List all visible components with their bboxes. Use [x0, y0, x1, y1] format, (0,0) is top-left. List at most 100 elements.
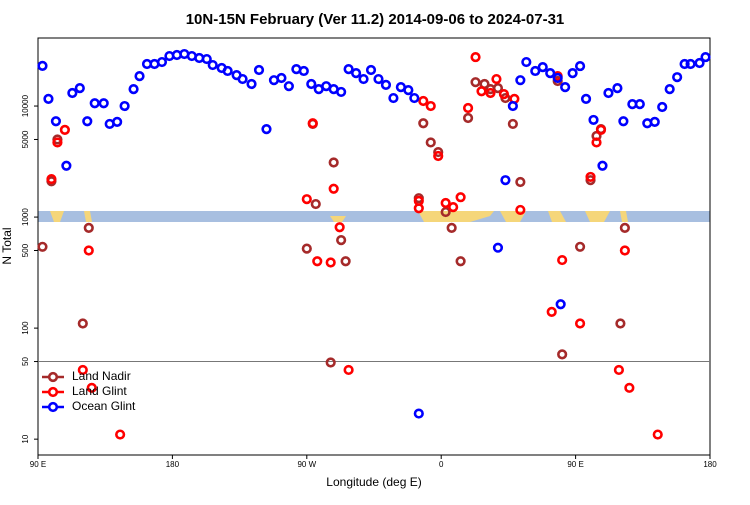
point	[679, 58, 690, 70]
point	[77, 318, 88, 329]
point	[261, 123, 272, 135]
point	[492, 242, 504, 253]
point	[433, 150, 444, 162]
point	[253, 64, 265, 76]
point	[301, 243, 312, 254]
point	[530, 65, 541, 77]
chart-title: 10N-15N February (Ver 11.2) 2014-09-06 t…	[186, 11, 565, 28]
point	[455, 192, 466, 203]
point	[672, 72, 683, 83]
series	[37, 48, 711, 419]
point	[306, 78, 317, 90]
point	[448, 201, 459, 213]
point	[485, 87, 496, 99]
x-tick-label: 90 E	[30, 460, 46, 469]
point	[585, 171, 596, 183]
series	[46, 51, 663, 440]
point	[574, 318, 586, 329]
point	[649, 116, 660, 127]
point	[492, 83, 504, 94]
point	[246, 78, 257, 90]
point	[74, 83, 85, 94]
land	[50, 211, 628, 222]
point	[59, 124, 70, 135]
x-tick-label: 0	[439, 460, 444, 469]
point	[574, 241, 586, 252]
y-tick-label: 100	[21, 321, 30, 335]
point	[521, 56, 532, 68]
point	[619, 245, 630, 256]
point	[98, 98, 109, 109]
point	[89, 98, 100, 109]
point	[446, 222, 457, 233]
point	[409, 92, 420, 104]
legend-label: Land Glint	[72, 384, 127, 398]
point	[365, 64, 377, 76]
point	[418, 95, 429, 107]
legend-marker	[47, 386, 59, 398]
x-axis-label: Longitude (deg E)	[326, 475, 421, 489]
point	[462, 112, 474, 124]
point	[358, 73, 369, 85]
point	[425, 137, 436, 148]
legend-label: Ocean Glint	[72, 399, 136, 413]
point	[336, 86, 347, 98]
point	[328, 157, 339, 168]
point	[613, 364, 625, 376]
point	[515, 176, 526, 188]
point	[283, 81, 294, 92]
y-tick-label: 50	[21, 357, 30, 366]
point	[591, 137, 602, 148]
point	[440, 206, 451, 218]
point	[336, 235, 347, 246]
point	[515, 204, 526, 216]
point	[37, 241, 48, 252]
point	[328, 183, 339, 194]
point	[237, 73, 248, 85]
point	[343, 64, 354, 75]
y-axis-label: N Total	[0, 227, 14, 264]
point	[307, 118, 318, 129]
point	[597, 160, 608, 171]
point	[618, 116, 629, 127]
point	[67, 87, 78, 99]
point	[440, 197, 451, 209]
point	[301, 194, 312, 205]
point	[552, 72, 563, 84]
point	[470, 51, 481, 63]
point	[83, 245, 94, 256]
point	[388, 92, 399, 104]
point	[507, 100, 518, 112]
point	[425, 100, 436, 112]
point	[595, 124, 607, 135]
point	[413, 195, 424, 206]
point	[334, 222, 345, 233]
point	[515, 75, 526, 86]
point	[574, 60, 586, 72]
legend-marker	[47, 401, 59, 413]
x-tick-label: 180	[166, 460, 180, 469]
point	[652, 429, 663, 440]
point	[588, 114, 599, 126]
point	[555, 299, 566, 310]
point	[350, 68, 362, 79]
y-tick-label: 500	[21, 243, 30, 257]
point	[201, 53, 212, 65]
point	[433, 146, 444, 158]
point	[46, 173, 57, 185]
point	[557, 254, 568, 266]
point	[500, 175, 511, 186]
point	[83, 222, 94, 233]
point	[50, 116, 62, 127]
y-tick-label: 5000	[21, 130, 30, 148]
y-tick-label: 1000	[21, 208, 30, 226]
point	[615, 318, 626, 329]
point	[545, 68, 556, 79]
land-band	[38, 211, 710, 222]
point	[82, 116, 93, 127]
point	[325, 257, 336, 268]
point	[537, 62, 548, 73]
point	[134, 71, 145, 82]
point	[685, 58, 696, 70]
